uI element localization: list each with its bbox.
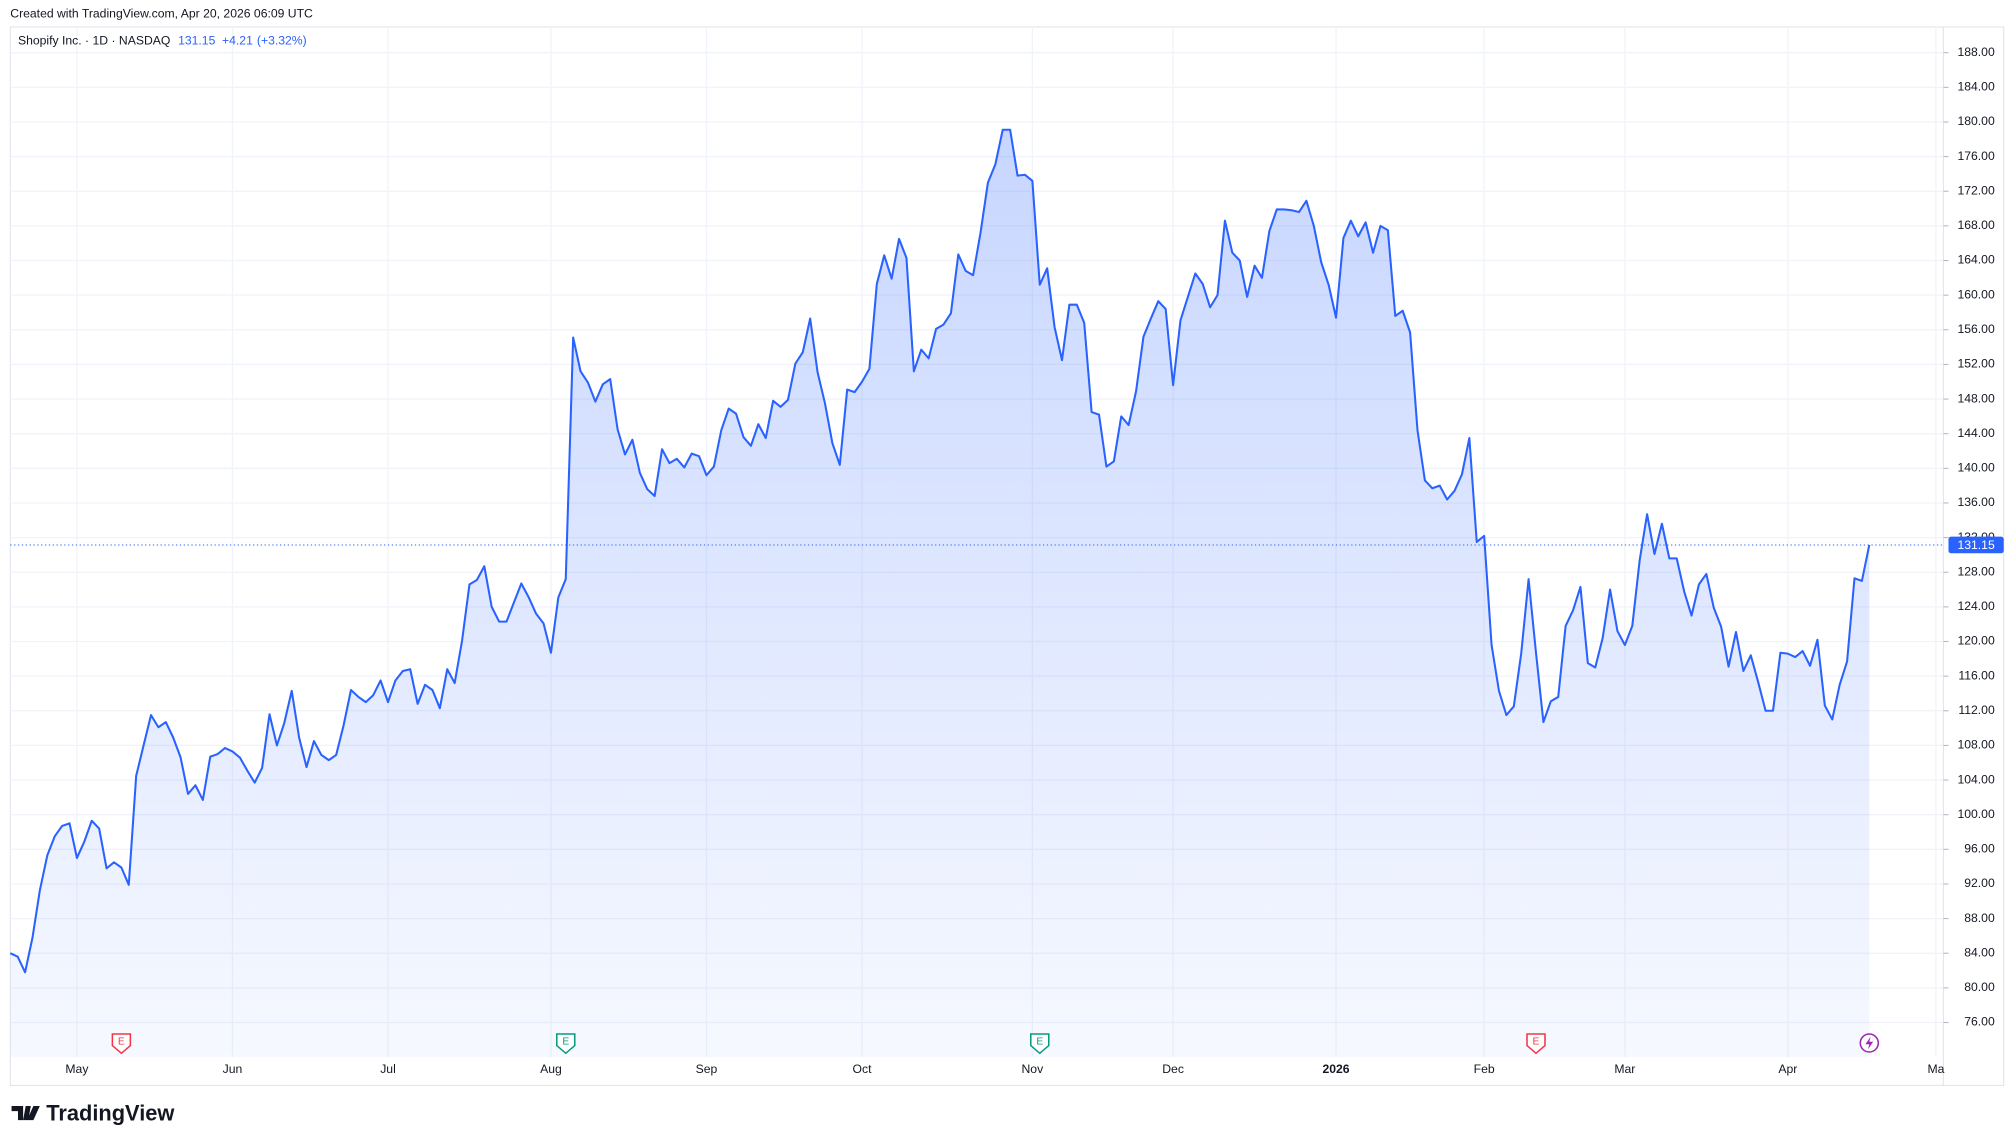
last-price-label: 131.15	[1957, 538, 1994, 552]
x-tick-label: Nov	[1022, 1062, 1045, 1076]
x-tick-label: Dec	[1162, 1062, 1184, 1076]
y-tick-label: 152.00	[1957, 357, 1994, 371]
last-price: 131.15	[178, 33, 215, 47]
brand: TradingView	[46, 1101, 175, 1126]
event-icon	[1865, 1036, 1874, 1050]
x-tick-label: 2026	[1322, 1062, 1349, 1076]
y-tick-label: 88.00	[1964, 911, 1995, 925]
y-tick-label: 144.00	[1957, 426, 1994, 440]
change: +4.21	[222, 33, 253, 47]
y-tick-label: 108.00	[1957, 738, 1994, 752]
y-tick-label: 76.00	[1964, 1015, 1995, 1029]
y-tick-label: 84.00	[1964, 945, 1995, 959]
change-percent: (+3.32%)	[257, 33, 307, 47]
chart-frame	[9, 26, 2005, 1086]
x-tick-label: May	[65, 1062, 89, 1076]
x-tick-label: Aug	[540, 1062, 562, 1076]
y-tick-label: 100.00	[1957, 807, 1994, 821]
event-marker	[1030, 1033, 1050, 1055]
x-tick-label: Apr	[1778, 1062, 1797, 1076]
axes: 76.00 80.00 84.00 88.00 92.00 96.00 100.00 104.…	[65, 45, 2004, 1076]
price-line	[9, 128, 1871, 974]
event-label: E	[562, 1036, 569, 1047]
event-label: E	[118, 1036, 125, 1047]
x-tick-label: Ma	[1927, 1062, 1944, 1076]
y-tick-label: 168.00	[1957, 218, 1994, 232]
y-tick-label: 176.00	[1957, 149, 1994, 163]
y-tick-label: 156.00	[1957, 322, 1994, 336]
x-tick-label: Jul	[380, 1062, 396, 1076]
y-tick-label: 96.00	[1964, 842, 1995, 856]
symbol: Shopify Inc. · 1D · NASDAQ	[18, 33, 170, 47]
y-tick-label: 136.00	[1957, 495, 1994, 509]
event-marker	[1526, 1033, 1546, 1055]
header: Shopify Inc. · 1D · NASDAQ 131.15 +4.21 …	[18, 33, 307, 47]
y-tick-label: 112.00	[1958, 703, 1995, 717]
y-tick-label: 164.00	[1957, 253, 1994, 267]
y-tick-label: 180.00	[1957, 114, 1994, 128]
event-marker	[111, 1033, 132, 1055]
event-label: E	[1533, 1036, 1540, 1047]
x-tick-label: Oct	[853, 1062, 873, 1076]
x-tick-label: Jun	[223, 1062, 243, 1076]
y-tick-label: 184.00	[1957, 80, 1994, 94]
x-tick-label: Sep	[696, 1062, 718, 1076]
event-label: E	[1036, 1036, 1043, 1047]
y-tick-label: 188.00	[1957, 45, 1994, 59]
y-tick-label: 116.00	[1958, 668, 1995, 682]
plot	[9, 128, 1944, 1058]
y-tick-label: 172.00	[1957, 183, 1994, 197]
y-tick-label: 124.00	[1957, 599, 1994, 613]
y-tick-label: 104.00	[1957, 772, 1994, 786]
logo-mark	[11, 1105, 40, 1121]
y-tick-label: 120.00	[1957, 634, 1994, 648]
event-marker	[555, 1033, 576, 1055]
brand-logo: TradingView	[11, 1101, 175, 1126]
y-tick-label: 92.00	[1964, 876, 1995, 890]
y-tick-label: 80.00	[1964, 980, 1995, 994]
caption: Created with TradingView.com, Apr 20, 20…	[10, 6, 313, 20]
y-tick-label: 140.00	[1957, 461, 1994, 475]
y-tick-label: 148.00	[1957, 391, 1994, 405]
x-tick-label: Feb	[1474, 1062, 1495, 1076]
last-price-badge	[1948, 536, 2004, 554]
y-tick-label: 128.00	[1957, 564, 1994, 578]
y-tick-label: 160.00	[1957, 287, 1994, 301]
area-fill	[10, 129, 1870, 1058]
x-tick-label: Mar	[1614, 1062, 1635, 1076]
